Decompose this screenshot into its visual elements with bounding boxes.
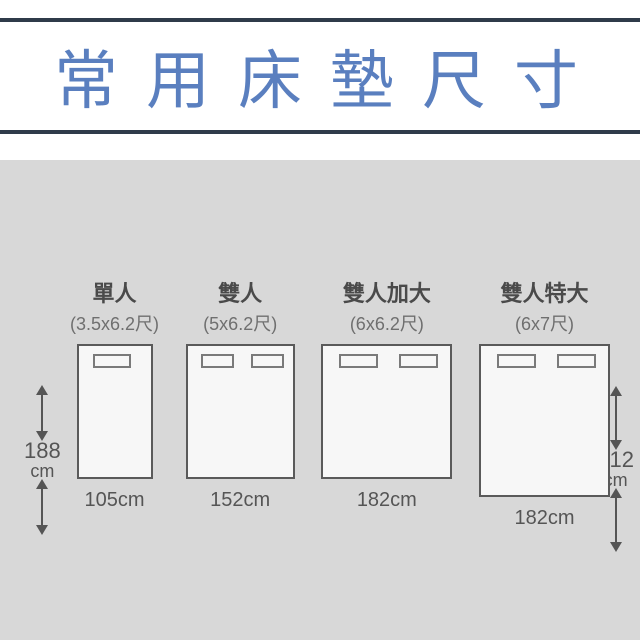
pillow-icon: [93, 354, 131, 368]
bed-single: 單人 (3.5x6.2尺) 105cm: [70, 276, 159, 512]
bed-king: 雙人特大 (6x7尺) 182cm: [479, 276, 610, 530]
bed-rect: [479, 344, 610, 497]
bed-double: 雙人 (5x6.2尺) 152cm: [186, 276, 295, 512]
bed-name: 雙人加大: [343, 276, 431, 308]
left-height-measure: 188 cm: [24, 387, 61, 533]
bed-width-label: 105cm: [85, 489, 145, 512]
size-diagram: 188 cm 212 cm 單人 (3.5x6.2尺) 105cm 雙人 (5x…: [0, 160, 640, 640]
bed-rect: [77, 344, 153, 479]
pillow-icon: [557, 354, 596, 368]
bed-rect: [186, 344, 295, 479]
arrow-down-icon: [41, 487, 43, 527]
bed-queen: 雙人加大 (6x6.2尺) 182cm: [321, 276, 452, 512]
arrow-down-icon: [615, 496, 617, 544]
pillow-icon: [251, 354, 284, 368]
page-title: 常用床墊尺寸: [34, 30, 606, 122]
bed-name: 雙人特大: [500, 276, 588, 308]
bed-sub: (6x7尺): [515, 310, 574, 336]
arrow-up-icon: [41, 393, 43, 433]
title-banner: 常用床墊尺寸: [0, 18, 640, 134]
bed-width-label: 152cm: [210, 489, 270, 512]
bed-width-label: 182cm: [357, 489, 417, 512]
bed-name: 單人: [93, 276, 137, 308]
bed-width-label: 182cm: [514, 507, 574, 530]
arrow-up-icon: [615, 394, 617, 442]
pillow-icon: [399, 354, 438, 368]
bed-name: 雙人: [218, 276, 262, 308]
bed-sub: (6x6.2尺): [350, 310, 424, 336]
pillow-icon: [497, 354, 536, 368]
bed-sub: (5x6.2尺): [203, 310, 277, 336]
left-height-value: 188: [24, 439, 61, 462]
pillow-icon: [339, 354, 378, 368]
bed-sub: (3.5x6.2尺): [70, 310, 159, 336]
bed-row: 單人 (3.5x6.2尺) 105cm 雙人 (5x6.2尺) 152cm 雙人…: [70, 276, 610, 530]
bed-rect: [321, 344, 452, 479]
pillow-icon: [201, 354, 234, 368]
